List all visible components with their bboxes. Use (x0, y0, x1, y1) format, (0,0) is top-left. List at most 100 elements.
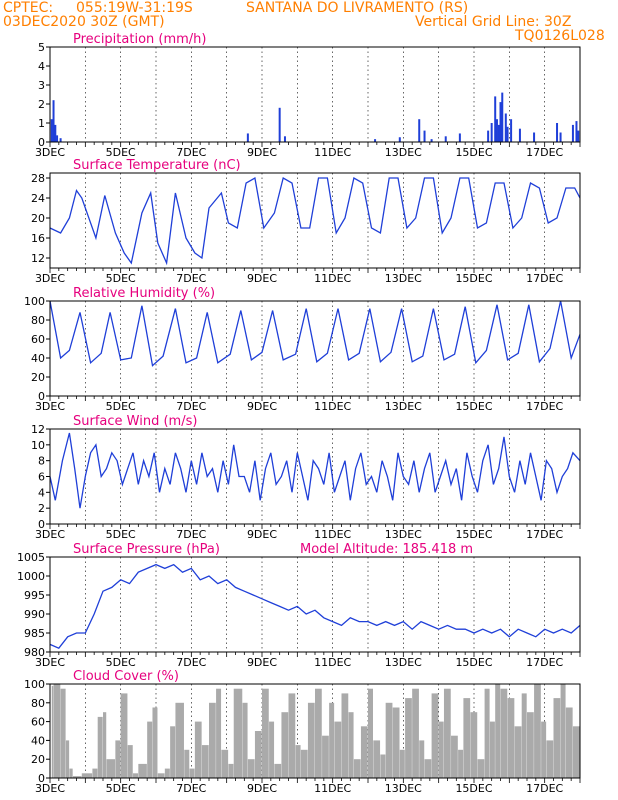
cloud-bar (463, 698, 471, 778)
cloud-bar (373, 740, 381, 778)
plot-frame (49, 172, 581, 269)
x-tick-label: 13DEC (385, 528, 422, 541)
y-tick-label: 990 (24, 608, 45, 621)
precip-bar (59, 138, 62, 142)
panel-cloud: 0 20 40 60 80 100 3DEC 5DEC 7DEC 9DEC 11DEC 13DEC 15… (24, 669, 581, 795)
x-tick-label: 13DEC (385, 272, 422, 285)
x-tick-label: 9DEC (247, 528, 277, 541)
cloud-bar (322, 735, 329, 778)
cloud-bar (69, 768, 73, 778)
cloud-bar (81, 773, 93, 778)
header: CPTEC: 055:19W-31:19S SANTANA DO LIVRAME… (3, 0, 605, 44)
precip-bar (487, 130, 490, 142)
cloud-bar (254, 731, 262, 778)
cloud-bar (51, 685, 54, 778)
precip-bar (458, 133, 461, 142)
y-tick-label: 4 (38, 60, 45, 73)
cloud-bar (307, 702, 315, 778)
cloud-bar (385, 702, 393, 778)
panel-title-precipitation: Precipitation (mm/h) (73, 32, 206, 47)
cloud-bar (106, 759, 116, 778)
x-tick-label: 5DEC (106, 400, 136, 413)
header-grid-note: Vertical Grid Line: 30Z (415, 14, 571, 30)
cloud-bar (164, 768, 170, 778)
cloud-bar (443, 688, 451, 778)
x-tick-label: 11DEC (314, 782, 351, 795)
precip-bar (490, 123, 493, 142)
y-tick-label: 2 (38, 502, 45, 515)
x-tick-label: 17DEC (526, 528, 563, 541)
panel-title-wind: Surface Wind (m/s) (73, 414, 197, 429)
x-tick-label: 15DEC (455, 146, 492, 159)
cloud-bar (368, 688, 373, 778)
y-tick-label: 0 (38, 518, 45, 531)
x-tick-label: 3DEC (35, 272, 65, 285)
precip-bar (510, 119, 513, 142)
panel-title-humidity: Relative Humidity (%) (73, 286, 215, 301)
y-tick-label: 2 (38, 98, 45, 111)
cloud-bar (221, 749, 229, 778)
y-tick-label: 985 (24, 627, 45, 640)
series-line-pressure (49, 563, 581, 649)
cloud-bar (560, 684, 566, 778)
y-tick-label: 1005 (17, 551, 45, 564)
y-tick-label: 28 (31, 172, 45, 185)
cloud-bar (157, 773, 165, 778)
cloud-bar (495, 684, 501, 778)
x-tick-label: 11DEC (314, 400, 351, 413)
header-coords: 055:19W-31:19S (76, 0, 193, 16)
x-tick-label: 3DEC (35, 782, 65, 795)
x-tick-label: 3DEC (35, 528, 65, 541)
cloud-bar (228, 763, 234, 778)
x-tick-label: 5DEC (106, 656, 136, 669)
precip-bar (398, 137, 401, 142)
cloud-bar (295, 745, 301, 778)
x-tick-label: 11DEC (314, 146, 351, 159)
cloud-bar (451, 735, 458, 778)
cloud-bar (399, 749, 405, 778)
x-tick-label: 11DEC (314, 528, 351, 541)
cloud-bar (334, 721, 342, 778)
cloud-bar (329, 702, 335, 778)
precip-bar (246, 133, 249, 142)
panel-temperature: 12 16 20 24 28 3DEC 5DEC 7DEC 9DEC 11DEC 13DEC 15DE… (31, 158, 581, 285)
cloud-bar (546, 740, 554, 778)
cloud-bar (281, 712, 289, 778)
series-line-humidity (49, 300, 581, 367)
cloud-bar (147, 721, 153, 778)
precip-bar (494, 96, 497, 142)
x-tick-label: 13DEC (385, 656, 422, 669)
precip-bar (50, 119, 53, 142)
x-tick-label: 5DEC (106, 782, 136, 795)
cloud-bar (115, 740, 121, 778)
y-tick-label: 4 (38, 486, 45, 499)
x-tick-label: 9DEC (247, 656, 277, 669)
cloud-bar (348, 712, 354, 778)
precip-bar (374, 139, 377, 142)
precip-bar (495, 119, 498, 142)
x-tick-label: 7DEC (176, 400, 206, 413)
precip-bar (54, 124, 57, 142)
cloud-bar (541, 721, 547, 778)
x-tick-label: 17DEC (526, 400, 563, 413)
y-tick-label: 60 (31, 333, 45, 346)
y-tick-label: 40 (31, 734, 45, 747)
cloud-bar (201, 745, 209, 778)
y-tick-label: 1 (38, 117, 45, 130)
header-run: 03DEC2020 30Z (GMT) (3, 14, 165, 30)
x-tick-label: 17DEC (526, 272, 563, 285)
y-tick-label: 80 (31, 697, 45, 710)
precip-bar (571, 124, 574, 142)
cloud-bar (315, 688, 322, 778)
precip-bar (444, 136, 447, 142)
cloud-bar (521, 693, 527, 778)
x-tick-label: 5DEC (106, 528, 136, 541)
precip-bar (283, 136, 286, 142)
panel-title-cloud: Cloud Cover (%) (73, 669, 179, 684)
y-tick-label: 40 (31, 352, 45, 365)
precip-bar (499, 102, 502, 142)
cloud-bar (53, 684, 61, 778)
cloud-bar (120, 693, 128, 778)
y-tick-label: 980 (24, 646, 45, 659)
